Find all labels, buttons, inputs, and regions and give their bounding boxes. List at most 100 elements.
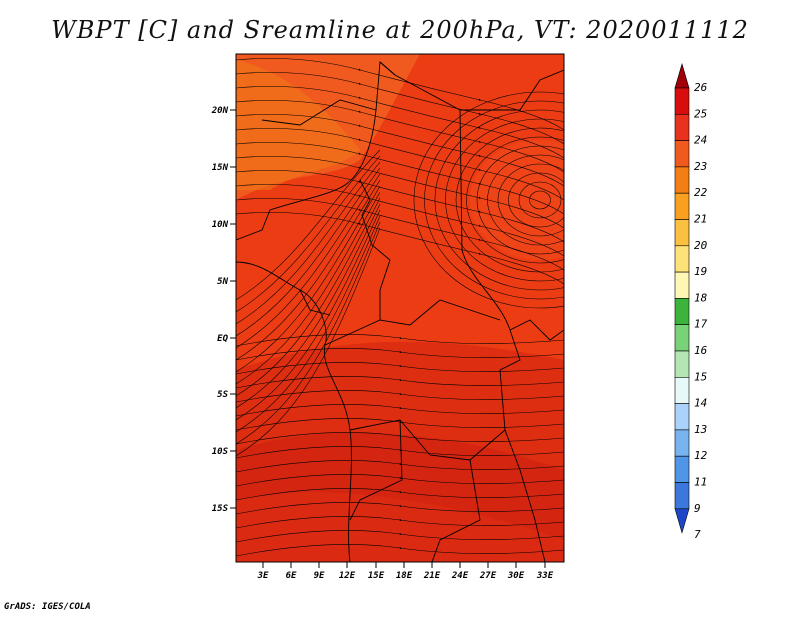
- latitude-axis: 20N 15N 10N 5N EQ 5S 10S 15S: [211, 106, 236, 514]
- streamline-loop: [497, 163, 564, 237]
- streamline: [236, 390, 564, 403]
- streamline: [236, 191, 381, 385]
- lon-label: 18E: [396, 571, 413, 581]
- colorbar-cell: [674, 324, 690, 352]
- colorbar-label: 17: [694, 318, 708, 331]
- colorbar-label: 22: [694, 186, 708, 199]
- colorbar-cell: [674, 245, 690, 273]
- colorbar-label: 15: [694, 370, 707, 383]
- grads-credit: GrADS: IGES/COLA: [4, 602, 91, 612]
- map-title: WBPT [C] and Sreamline at 200hPa, VT: 20…: [51, 16, 749, 44]
- colorbar-label: 16: [694, 344, 708, 357]
- streamline: [236, 334, 564, 347]
- streamline: [236, 209, 381, 421]
- colorbar-cell: [674, 376, 690, 404]
- colorbar-cell: [674, 87, 690, 115]
- streamline-loop: [455, 127, 564, 273]
- lat-label: 15S: [212, 504, 229, 514]
- streamline-loop: [445, 118, 564, 282]
- colorbar-cell: [674, 455, 690, 483]
- colorbar-label: 9: [694, 502, 701, 515]
- streamline: [236, 149, 381, 301]
- lon-label: 12E: [339, 571, 356, 581]
- lat-label: 10N: [212, 220, 229, 230]
- streamline-loop: [529, 190, 551, 210]
- colorbar-label: 20: [694, 239, 708, 252]
- map-frame: [235, 53, 565, 563]
- streamline: [236, 167, 381, 337]
- lat-label: 5N: [217, 277, 228, 287]
- colorbar-label: 14: [694, 397, 707, 410]
- colorbar-bottom-arrow: [674, 508, 690, 534]
- colorbar-label: 24: [694, 134, 707, 147]
- streamline: [236, 362, 564, 375]
- map-panel: [235, 53, 565, 563]
- colorbar-cell: [674, 219, 690, 247]
- lon-label: 6E: [286, 571, 297, 581]
- lat-label: EQ: [217, 334, 228, 344]
- lon-label: 15E: [368, 571, 385, 581]
- streamline: [236, 215, 381, 433]
- colorbar-cell: [674, 482, 690, 510]
- colorbar: 26 25 24 23 22 21 20 19 18 17 16 15 14 13 12 11 9 7: [674, 62, 708, 541]
- colorbar-label: 13: [694, 423, 707, 436]
- colorbar-top-arrow: [674, 62, 690, 89]
- lon-label: 21E: [423, 571, 441, 581]
- lon-label: 3E: [257, 571, 269, 581]
- streamline: [236, 502, 564, 515]
- colorbar-cell: [674, 403, 690, 431]
- colorbar-label: 23: [694, 160, 707, 173]
- longitude-axis: 3E 6E 9E 12E 15E 18E 21E 24E 27E 30E 33E: [257, 562, 554, 581]
- streamline-loop: [476, 145, 564, 255]
- lat-label: 15N: [212, 163, 229, 173]
- streamline: [236, 530, 564, 543]
- colorbar-cell: [674, 192, 690, 220]
- streamline-loop: [487, 154, 564, 246]
- streamline: [236, 446, 564, 459]
- streamline: [236, 227, 381, 457]
- streamline: [236, 544, 564, 557]
- colorbar-cell: [674, 140, 690, 168]
- colorbar-label: 11: [694, 476, 707, 489]
- streamline: [236, 376, 564, 389]
- colorbar-cell: [674, 429, 690, 457]
- country-borders: [236, 61, 564, 562]
- lon-label: 30E: [507, 571, 525, 581]
- streamline: [236, 432, 564, 445]
- lon-label: 27E: [479, 571, 497, 581]
- streamline-loop: [413, 91, 564, 309]
- streamline: [236, 173, 381, 349]
- streamline: [236, 197, 381, 397]
- streamline: [236, 203, 381, 409]
- lat-label: 10S: [212, 447, 229, 457]
- streamline-loop: [424, 100, 564, 300]
- colorbar-label: 7: [694, 528, 701, 541]
- streamline-loop: [466, 136, 564, 264]
- colorbar-label: 25: [694, 107, 707, 120]
- streamline-loop: [518, 181, 562, 219]
- lon-label: 24E: [451, 571, 469, 581]
- colorbar-label: 19: [694, 265, 707, 278]
- streamline: [236, 212, 564, 285]
- colorbar-label: 21: [694, 213, 707, 226]
- colorbar-cell: [674, 298, 690, 325]
- lon-label: 33E: [536, 571, 554, 581]
- wbpt-field-high: [470, 140, 564, 260]
- streamline: [236, 179, 381, 361]
- wbpt-field-deep: [236, 432, 564, 562]
- streamline: [236, 516, 564, 529]
- streamline: [236, 474, 564, 487]
- colorbar-label: 26: [694, 81, 708, 94]
- colorbar-label: 18: [694, 291, 708, 304]
- lat-label: 5S: [217, 390, 228, 400]
- lon-label: 9E: [314, 571, 325, 581]
- streamline: [236, 404, 564, 417]
- colorbar-label: 12: [694, 449, 708, 462]
- streamline-loop: [434, 109, 564, 291]
- streamline: [236, 460, 564, 473]
- streamline-loop: [508, 172, 564, 228]
- colorbar-cell: [674, 271, 690, 299]
- colorbar-cell: [674, 166, 690, 194]
- colorbar-cell: [674, 350, 690, 378]
